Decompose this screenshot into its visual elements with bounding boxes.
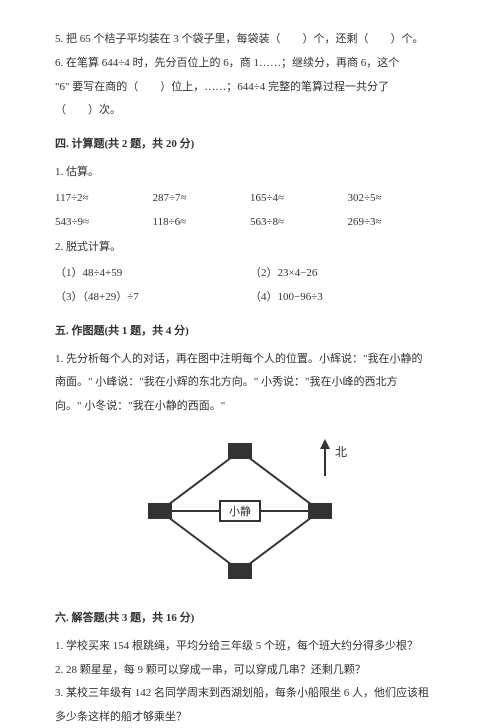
question-6-line3: （ ）次。 [55, 101, 445, 121]
estimate-cell: 117÷2≈ [55, 189, 153, 209]
node-left [148, 503, 172, 519]
calc-row-1: （1）48÷4+59 （2）23×4−26 [55, 264, 445, 284]
estimate-cell: 563÷8≈ [250, 213, 348, 233]
section-5-title: 五. 作图题(共 1 题，共 4 分) [55, 322, 445, 342]
estimate-cell: 118÷6≈ [153, 213, 251, 233]
section-4-q1: 1. 估算。 [55, 163, 445, 183]
estimate-cell: 287÷7≈ [153, 189, 251, 209]
section-6-q3-line2: 多少条这样的船才够乘坐？ [55, 708, 445, 728]
calc-cell: （3）（48+29）÷7 [55, 288, 250, 308]
estimate-row-1: 117÷2≈ 287÷7≈ 165÷4≈ 302÷5≈ [55, 189, 445, 209]
north-arrow-icon: 北 [320, 439, 347, 476]
calc-cell: （4）100−96÷3 [250, 288, 445, 308]
north-label: 北 [335, 445, 347, 459]
node-top [228, 443, 252, 459]
section-6-q3-line1: 3. 某校三年级有 142 名同学周末到西湖划船，每条小船限坐 6 人，他们应该… [55, 684, 445, 704]
section-6-q1: 1. 学校买来 154 根跳绳，平均分给三年级 5 个班，每个班大约分得多少根？ [55, 637, 445, 657]
node-right [308, 503, 332, 519]
calc-row-2: （3）（48+29）÷7 （4）100−96÷3 [55, 288, 445, 308]
question-5: 5. 把 65 个桔子平均装在 3 个袋子里，每袋装（ ）个，还剩（ ）个。 [55, 30, 445, 50]
position-diagram: 北 小静 [55, 431, 445, 591]
section-5-q1-line2: 南面。" 小峰说："我在小辉的东北方向。" 小秀说："我在小峰的西北方 [55, 373, 445, 393]
section-4-title: 四. 计算题(共 2 题，共 20 分) [55, 135, 445, 155]
estimate-cell: 543÷9≈ [55, 213, 153, 233]
estimate-row-2: 543÷9≈ 118÷6≈ 563÷8≈ 269÷3≈ [55, 213, 445, 233]
section-5-q1-line1: 1. 先分析每个人的对话，再在图中注明每个人的位置。小辉说："我在小静的 [55, 350, 445, 370]
estimate-cell: 165÷4≈ [250, 189, 348, 209]
calc-cell: （2）23×4−26 [250, 264, 445, 284]
question-6-line2: "6" 要写在商的（ ）位上，……；644÷4 完整的笔算过程一共分了 [55, 78, 445, 98]
calc-cell: （1）48÷4+59 [55, 264, 250, 284]
section-6-q2: 2. 28 颗星星，每 9 颗可以穿成一串，可以穿成几串？还剩几颗？ [55, 661, 445, 681]
section-6-title: 六. 解答题(共 3 题，共 16 分) [55, 609, 445, 629]
node-bottom [228, 563, 252, 579]
question-6-line1: 6. 在笔算 644÷4 时，先分百位上的 6，商 1……；继续分，再商 6，这… [55, 54, 445, 74]
estimate-cell: 302÷5≈ [348, 189, 446, 209]
section-5-q1-line3: 向。" 小冬说："我在小静的西面。" [55, 397, 445, 417]
section-4-q2: 2. 脱式计算。 [55, 238, 445, 258]
center-label: 小静 [229, 504, 251, 518]
estimate-cell: 269÷3≈ [348, 213, 446, 233]
